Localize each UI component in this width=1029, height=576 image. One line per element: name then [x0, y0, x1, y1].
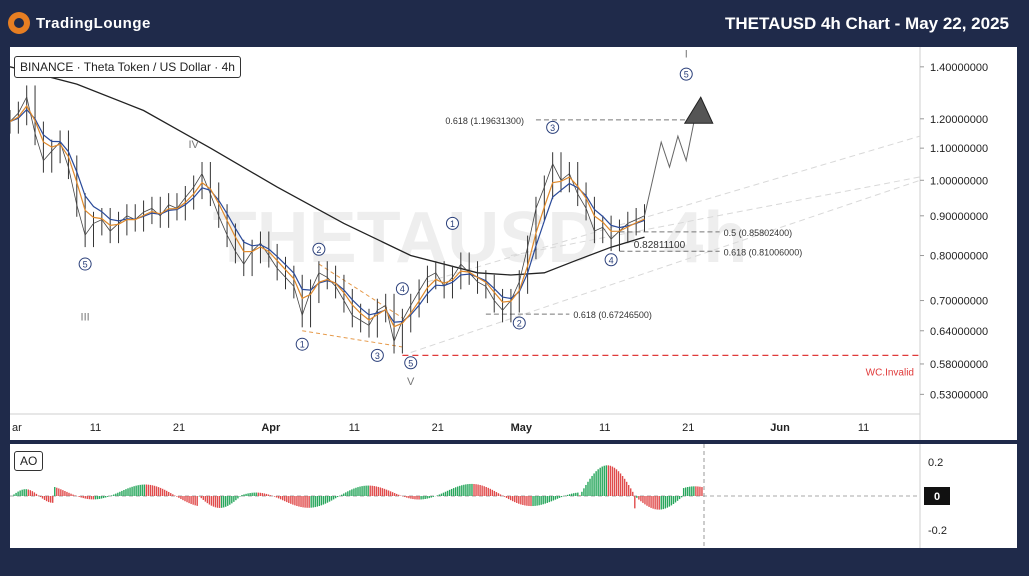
wave-circle-label: 3 — [375, 351, 380, 361]
x-tick-label: ar — [12, 422, 22, 434]
wave-circle-label: 5 — [684, 70, 689, 80]
x-tick-label: Jun — [770, 422, 790, 434]
wave-circle-label: 3 — [550, 123, 555, 133]
brand-name: TradingLounge — [36, 14, 151, 32]
x-tick-label: 21 — [173, 422, 185, 434]
wave-circle-label: 5 — [408, 358, 413, 368]
wave-label: IV — [188, 139, 199, 151]
y-tick-label: 1.10000000 — [930, 143, 988, 155]
y-tick-label: 0.58000000 — [930, 359, 988, 371]
watermark-text: THETAUSD · 4h — [213, 198, 748, 278]
wave-label: III — [81, 311, 90, 323]
y-tick-label: 1.20000000 — [930, 114, 988, 126]
wave-circle-label: 5 — [83, 260, 88, 270]
x-tick-label: May — [511, 422, 533, 434]
y-tick-label: 0.80000000 — [930, 251, 988, 263]
close-line — [9, 95, 645, 343]
target-arrow-icon — [683, 96, 714, 124]
wave-circle-label: 2 — [316, 245, 321, 255]
wave-label: I — [685, 48, 688, 60]
ma-long-line — [9, 66, 645, 276]
wave-circle — [370, 348, 384, 362]
ao-current-value: 0 — [934, 491, 940, 503]
price-level-label: 0.82811100 — [634, 240, 686, 251]
wave-circle — [604, 253, 618, 267]
wave-circle — [512, 316, 526, 330]
ao-y-tick-label: -0.2 — [928, 525, 947, 537]
wave-circle — [395, 282, 409, 296]
x-tick-label: 11 — [349, 422, 360, 434]
x-tick-label: 11 — [90, 422, 101, 434]
y-tick-label: 0.70000000 — [930, 296, 988, 308]
x-tick-label: 21 — [432, 422, 444, 434]
y-tick-label: 0.90000000 — [930, 211, 988, 223]
ao-chart[interactable]: 0.2 -0.2 0 — [10, 444, 1017, 548]
wave-circle-label: 4 — [400, 284, 405, 294]
wave-circle — [404, 356, 418, 370]
invalidation-label: WC.Invalid — [866, 367, 914, 378]
wave-circle — [679, 67, 693, 81]
fib-level-label: 0.5 (0.85802400) — [724, 228, 793, 238]
ao-y-tick-label: 0.2 — [928, 457, 943, 469]
header: TradingLounge THETAUSD 4h Chart - May 22… — [0, 0, 1029, 46]
symbol-label: BINANCE · Theta Token / US Dollar · 4h — [14, 56, 241, 78]
x-tick-label: Apr — [261, 422, 281, 434]
fib-level-label: 0.618 (0.81006000) — [724, 247, 803, 257]
wave-circle-label: 4 — [609, 255, 614, 265]
wave-circle-label: 1 — [300, 340, 305, 350]
y-tick-label: 1.00000000 — [930, 175, 988, 187]
page-title: THETAUSD 4h Chart - May 22, 2025 — [724, 14, 1009, 33]
ao-label: AO — [14, 451, 44, 471]
wave-label: V — [407, 376, 415, 388]
wave-circle — [546, 120, 560, 134]
projection-path — [644, 118, 696, 216]
wedge-lower-line — [302, 330, 403, 348]
x-tick-label: 11 — [858, 422, 869, 434]
ema-orange-line — [9, 104, 645, 328]
y-tick-label: 1.40000000 — [930, 62, 988, 74]
wave-circle — [445, 216, 459, 230]
wave-circle-label: 2 — [517, 318, 522, 328]
wave-circle-label: 1 — [450, 219, 455, 229]
channel-line — [427, 135, 921, 283]
ao-current-value-badge — [924, 487, 950, 505]
y-tick-label: 0.64000000 — [930, 326, 988, 338]
x-tick-label: 21 — [682, 422, 694, 434]
tradinglounge-logo-icon — [8, 12, 30, 34]
brand-logo: TradingLounge — [8, 12, 151, 34]
ao-indicator-panel[interactable]: 0.2 -0.2 0 AO — [10, 444, 1017, 548]
ema-blue-line — [9, 108, 645, 323]
x-tick-label: 11 — [599, 422, 610, 434]
wave-circle — [295, 337, 309, 351]
fib-level-label: 0.618 (1.19631300) — [445, 116, 524, 126]
y-tick-label: 0.53000000 — [930, 389, 988, 401]
price-chart[interactable]: THETAUSD · 4h 1.40000000 1.20000000 1.10000… — [9, 47, 1017, 440]
wave-circle — [78, 257, 92, 271]
main-chart-panel[interactable]: THETAUSD · 4h 1.40000000 1.20000000 1.10000… — [9, 47, 1017, 440]
wedge-upper-line — [318, 263, 403, 319]
fib-level-label: 0.618 (0.67246500) — [573, 310, 652, 320]
wave-circle — [312, 242, 326, 256]
